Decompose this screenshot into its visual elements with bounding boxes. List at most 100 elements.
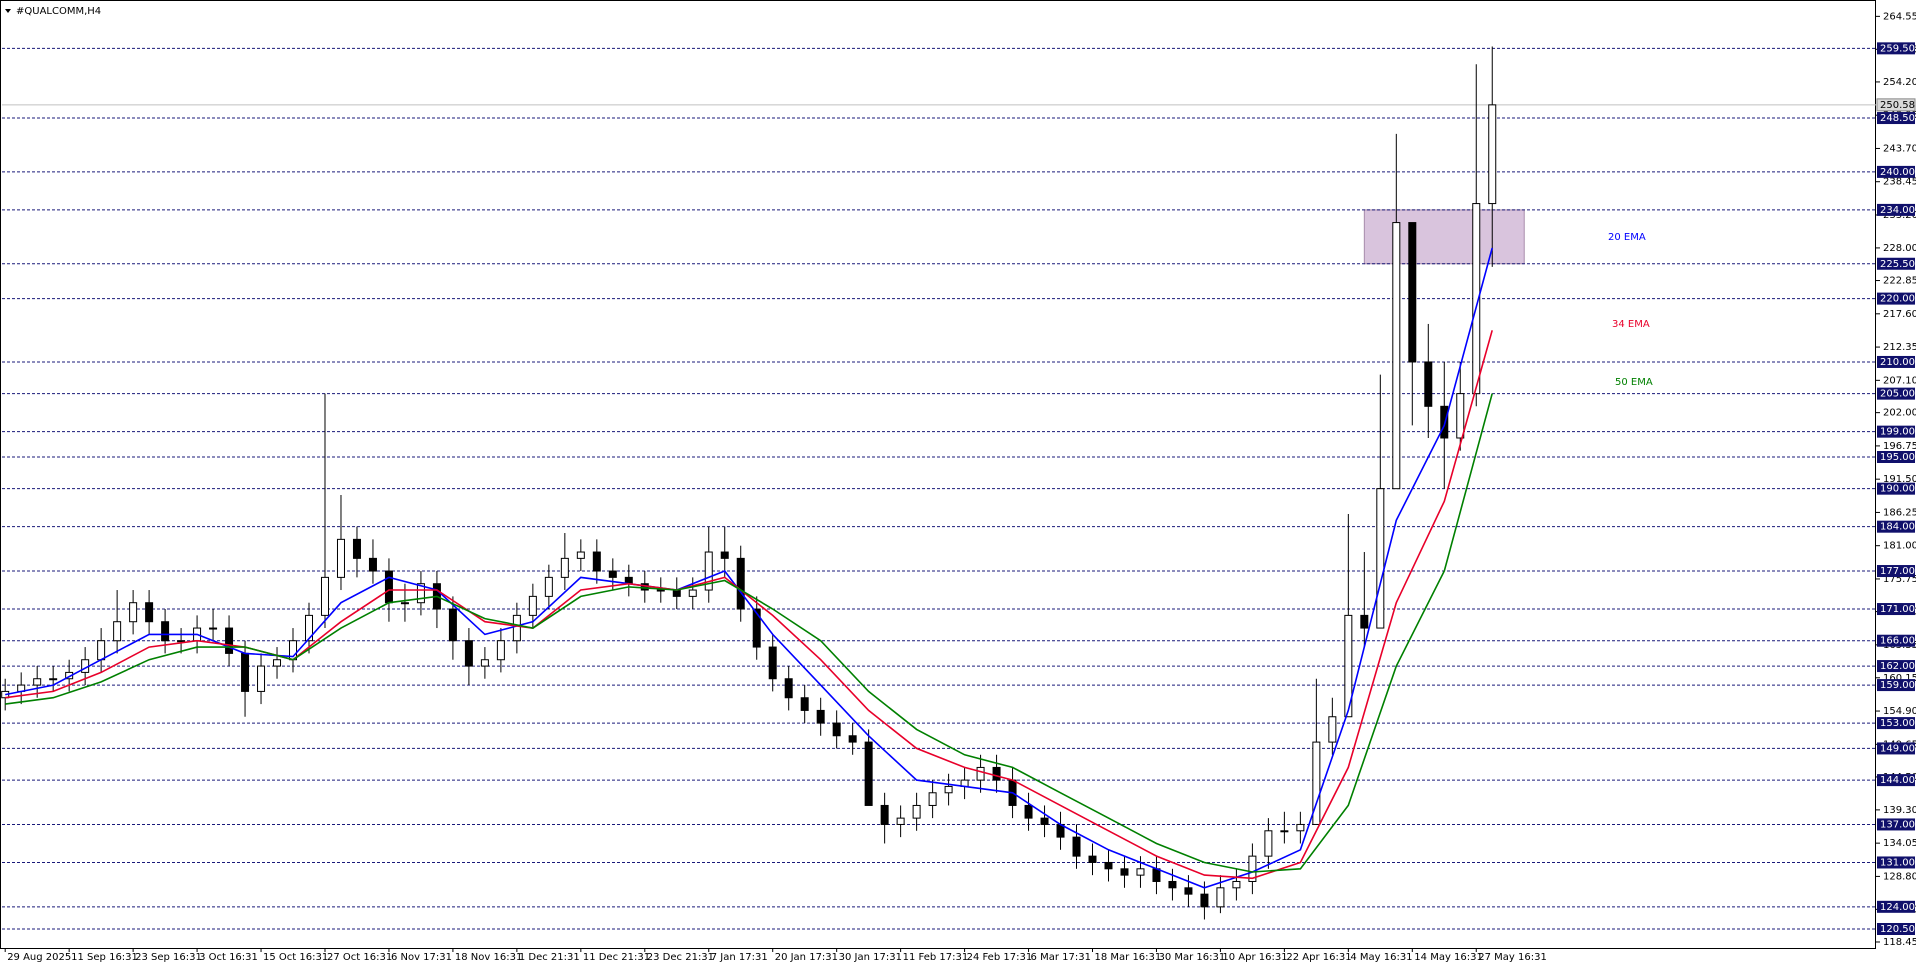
candle-body [225,627,234,654]
level-label: 205.00 [1880,389,1915,400]
x-tick-label: 27 Oct 16:31 [327,952,392,963]
level-label-box [1877,774,1915,787]
candle-body [1424,361,1433,407]
candle-body [656,589,665,592]
candle-body [368,557,377,572]
candle-body [848,735,857,743]
level-label: 177.00 [1880,566,1915,577]
y-tick-label: 134.05 [1883,838,1916,849]
level-label: 248.50 [1880,113,1915,124]
x-tick-label: 7 Jan 17:31 [711,952,768,963]
x-tick-label: 27 May 16:31 [1478,952,1547,963]
level-label: 149.00 [1880,743,1915,754]
candle-body [161,621,170,642]
y-tick-label: 217.60 [1883,309,1916,320]
candle-body [336,538,345,578]
candle-body [736,557,745,610]
x-tick-label: 30 Jan 17:31 [839,952,902,963]
x-tick-label: 29 Aug 2025 [7,952,71,963]
x-tick-label: 23 Sep 16:31 [135,952,202,963]
level-label: 144.00 [1880,775,1915,786]
candle-body [704,551,713,591]
level-label: 220.00 [1880,294,1915,305]
level-label-box [1877,717,1915,730]
y-tick-label: 238.45 [1883,177,1916,188]
level-label: 234.00 [1880,205,1915,216]
level-label: 137.00 [1880,819,1915,830]
ema-label: 50 EMA [1615,377,1653,388]
level-label: 210.00 [1880,357,1915,368]
y-tick-label: 118.45 [1883,937,1916,948]
current-price-label: 250.58 [1880,100,1915,111]
candle-body [1152,868,1161,882]
level-label-box [1877,165,1915,178]
candle-body [1328,716,1337,743]
x-tick-label: 18 Mar 16:31 [1095,952,1162,963]
level-label-box [1877,425,1915,438]
candle-body [1040,817,1049,825]
ema-line [5,393,1493,873]
level-label: 225.50 [1880,259,1915,270]
level-label: 131.00 [1880,857,1915,868]
candle-body [1488,104,1497,205]
y-tick-label: 264.55 [1883,11,1916,22]
candle-body [512,614,521,642]
level-label: 190.00 [1880,484,1915,495]
candle-body [688,589,697,597]
level-label-box [1877,565,1915,578]
level-label-box [1877,679,1915,692]
candle-body [1456,393,1465,439]
y-tick-label: 207.10 [1883,375,1916,386]
candle-body [400,602,409,605]
candle-body [1120,868,1129,876]
x-tick-label: 24 Feb 17:31 [967,952,1033,963]
zone [1363,209,1525,265]
candle-body [672,589,681,597]
candle-body [1440,405,1449,439]
candle-body [1088,855,1097,863]
y-tick-label: 181.00 [1883,541,1916,552]
level-label: 199.00 [1880,427,1915,438]
x-tick-label: 11 Feb 17:31 [903,952,969,963]
x-tick-label: 6 Nov 17:31 [391,952,452,963]
candle-body [464,640,473,667]
candle-body [784,678,793,699]
candle-body [241,652,250,692]
candle-body [800,697,809,711]
candle-body [480,659,489,667]
level-label: 120.50 [1880,924,1915,935]
x-tick-label: 18 Nov 16:31 [455,952,522,963]
candle-body [384,570,393,604]
menu-arrow [5,9,11,13]
level-label: 259.50 [1880,43,1915,54]
level-label-box [1877,292,1915,305]
candle-body [1184,887,1193,895]
level-label-box [1877,520,1915,533]
candle-body [832,722,841,737]
candle-body [1280,830,1289,833]
candle-body [1136,868,1145,876]
plot-frame [0,0,1876,949]
y-tick-label: 243.70 [1883,143,1916,154]
level-label-box [1877,900,1915,913]
candle-body [1408,222,1417,363]
current-price-box [1876,98,1916,112]
y-tick-label: 139.30 [1883,805,1916,816]
candle-body [33,678,42,686]
ema-label: 34 EMA [1612,319,1650,330]
candle-body [416,583,425,604]
level-label: 171.00 [1880,604,1915,615]
candle-body [544,576,553,597]
level-label-box [1877,112,1915,125]
candle-body [49,678,58,681]
candle-body [496,640,505,661]
x-tick-label: 15 Oct 16:31 [263,952,328,963]
candle-body [1072,836,1081,857]
candle-body [592,551,601,572]
level-label-box [1877,482,1915,495]
level-label-box [1877,203,1915,216]
level-label-box [1877,742,1915,755]
candle-body [1104,861,1113,870]
candle-body [928,792,937,806]
candle-body [273,659,282,667]
